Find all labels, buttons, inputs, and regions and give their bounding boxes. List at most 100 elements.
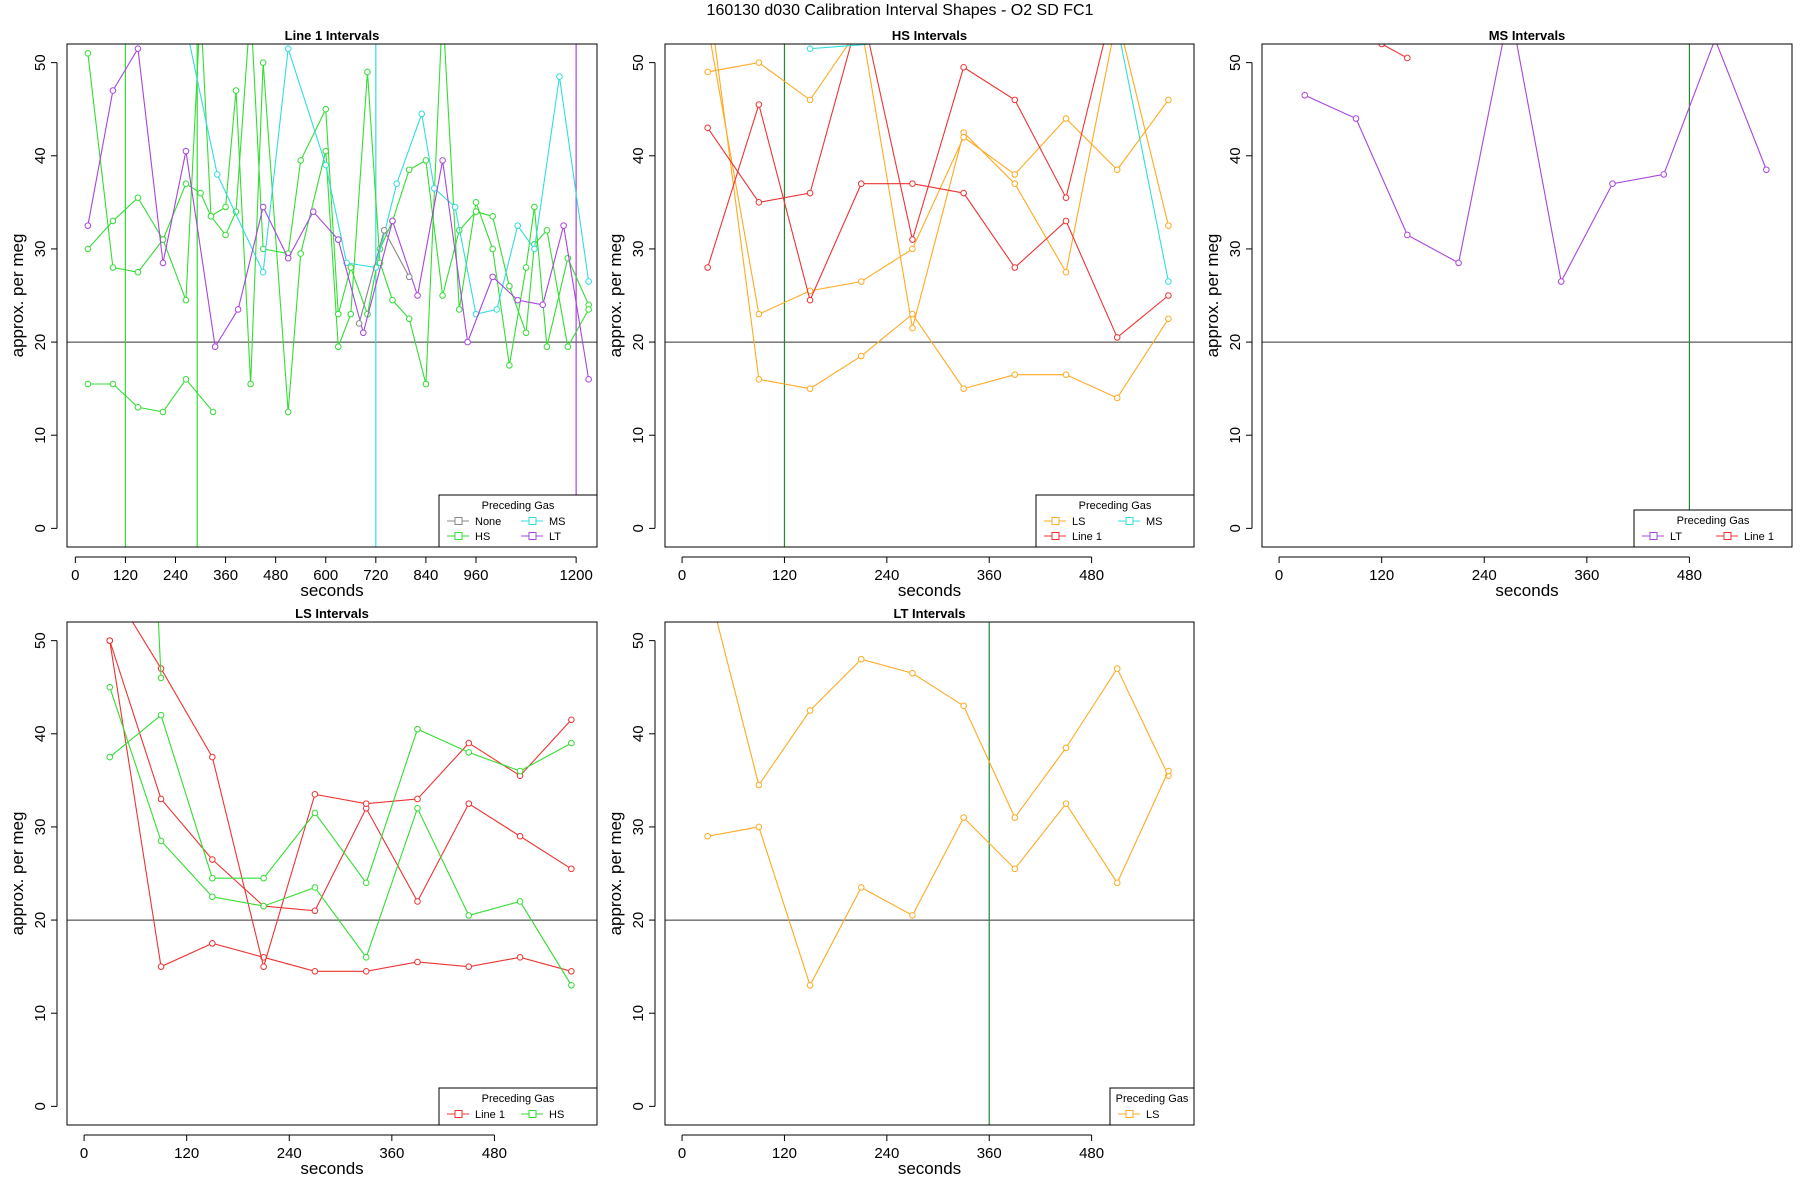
data-point (857, 278, 865, 285)
data-point (222, 203, 229, 211)
x-tick-label: 1200 (559, 567, 592, 584)
data-point (704, 264, 711, 271)
data-point (439, 157, 446, 164)
data-point (414, 292, 421, 299)
data-point (1455, 259, 1462, 267)
data-point (182, 180, 190, 188)
series-line-line-1 (109, 640, 572, 912)
series-line-ls (716, 622, 1169, 819)
y-tick-label: 30 (630, 819, 647, 836)
data-point (134, 403, 142, 411)
data-point (755, 310, 763, 318)
data-point (209, 893, 216, 901)
y-tick-label: 30 (1227, 241, 1244, 258)
data-point (1165, 315, 1172, 323)
data-point (157, 837, 165, 845)
y-tick-label: 0 (32, 524, 49, 532)
data-point (531, 203, 538, 211)
legend-box (438, 1087, 598, 1126)
data-point (284, 45, 292, 52)
data-point (1062, 744, 1070, 752)
legend-title: Preceding Gas (1677, 515, 1750, 527)
x-tick-label: 600 (313, 567, 338, 584)
data-point (806, 385, 814, 392)
data-point (159, 408, 167, 416)
legend-swatch-marker (454, 517, 463, 525)
data-point (414, 898, 421, 905)
legend-swatch-marker (1723, 532, 1732, 540)
data-point (1165, 222, 1172, 229)
data-point (1114, 13, 1120, 19)
data-point (213, 171, 221, 178)
data-point (585, 278, 592, 285)
y-tick-label: 20 (630, 334, 647, 351)
data-point (465, 739, 473, 747)
data-point (755, 823, 763, 831)
data-point (806, 296, 814, 304)
data-point (960, 814, 967, 821)
data-point (556, 73, 563, 80)
y-tick-label: 0 (1227, 524, 1244, 532)
x-tick-label: 360 (977, 1145, 1002, 1162)
y-tick-label: 0 (32, 1102, 49, 1110)
x-tick-label: 840 (413, 567, 438, 584)
x-axis-label: seconds (1495, 581, 1558, 600)
x-axis-label: seconds (898, 581, 961, 600)
series-line-hs (87, 378, 214, 413)
legend-title: Preceding Gas (482, 500, 555, 512)
data-point (1301, 91, 1309, 99)
x-tick-label: 120 (772, 567, 797, 584)
legend-title: Preceding Gas (1116, 1093, 1189, 1105)
data-point (182, 376, 190, 383)
data-point (960, 385, 967, 392)
legend-entry-label: MS (549, 516, 566, 528)
data-point (334, 343, 342, 351)
data-point (362, 800, 370, 807)
data-point (465, 749, 473, 756)
data-point (106, 683, 114, 691)
panel-3: LS Intervals 0 10 20 30 40 50 approx. per meg 0 1… (8, 606, 598, 1178)
data-point (364, 68, 371, 76)
plot-area (665, 622, 1194, 1125)
data-point (489, 213, 496, 220)
data-point (1404, 231, 1411, 239)
data-point (109, 87, 117, 94)
x-tick-label: 120 (113, 567, 138, 584)
data-point (1660, 171, 1668, 178)
data-point (1011, 865, 1019, 873)
data-point (465, 912, 473, 919)
data-point (909, 669, 916, 677)
data-point (806, 96, 814, 104)
data-point (858, 23, 864, 29)
data-point (568, 739, 575, 747)
legend-entry-label: HS (549, 1109, 564, 1121)
data-point (857, 655, 865, 663)
data-point (309, 208, 317, 215)
data-point (389, 296, 396, 304)
data-point (260, 963, 267, 970)
data-point (362, 954, 370, 961)
data-point (806, 707, 814, 714)
data-point (207, 213, 215, 220)
data-point (858, 4, 864, 10)
series-line-line-1 (109, 640, 572, 972)
data-point (159, 259, 167, 267)
series-line-hs (109, 714, 572, 884)
data-point (1404, 54, 1411, 62)
data-point (362, 879, 370, 887)
data-point (1062, 800, 1070, 807)
data-point (440, 4, 446, 10)
y-tick-label: 30 (32, 241, 49, 258)
data-point (134, 194, 142, 201)
data-point (539, 301, 547, 309)
data-point (1011, 264, 1019, 271)
legend-entry-label: Line 1 (1072, 531, 1102, 543)
plot-frame (66, 621, 598, 1126)
y-axis-label: approx. per meg (8, 812, 27, 936)
series-line-ls (714, 44, 1169, 399)
x-tick-label: 240 (874, 1145, 899, 1162)
data-point (247, 380, 254, 388)
legend-swatch-marker (1649, 532, 1658, 540)
data-point (389, 217, 396, 225)
legend-entry-label: MS (1146, 516, 1163, 528)
